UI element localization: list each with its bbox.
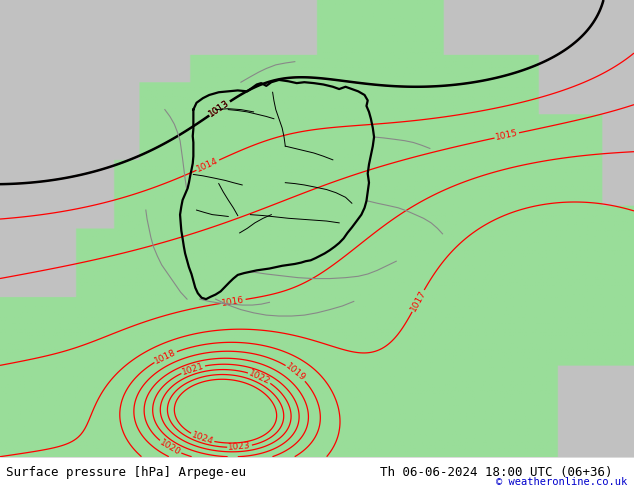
Text: 1023: 1023 (228, 441, 252, 452)
Text: 1022: 1022 (247, 368, 272, 386)
Text: © weatheronline.co.uk: © weatheronline.co.uk (496, 477, 628, 488)
Text: 1024: 1024 (190, 430, 214, 446)
Text: 1013: 1013 (207, 98, 231, 119)
Text: 1015: 1015 (495, 128, 519, 142)
Text: 1013: 1013 (207, 98, 231, 119)
Text: Surface pressure [hPa] Arpege-eu: Surface pressure [hPa] Arpege-eu (6, 466, 247, 479)
Text: 1014: 1014 (195, 156, 220, 174)
Text: 1019: 1019 (284, 362, 307, 383)
Text: 1020: 1020 (158, 438, 183, 457)
Text: 1017: 1017 (408, 289, 427, 313)
Text: 1021: 1021 (181, 361, 205, 377)
Text: 1018: 1018 (153, 347, 178, 366)
Text: 1016: 1016 (221, 295, 245, 308)
Text: Th 06-06-2024 18:00 UTC (06+36): Th 06-06-2024 18:00 UTC (06+36) (380, 466, 613, 479)
